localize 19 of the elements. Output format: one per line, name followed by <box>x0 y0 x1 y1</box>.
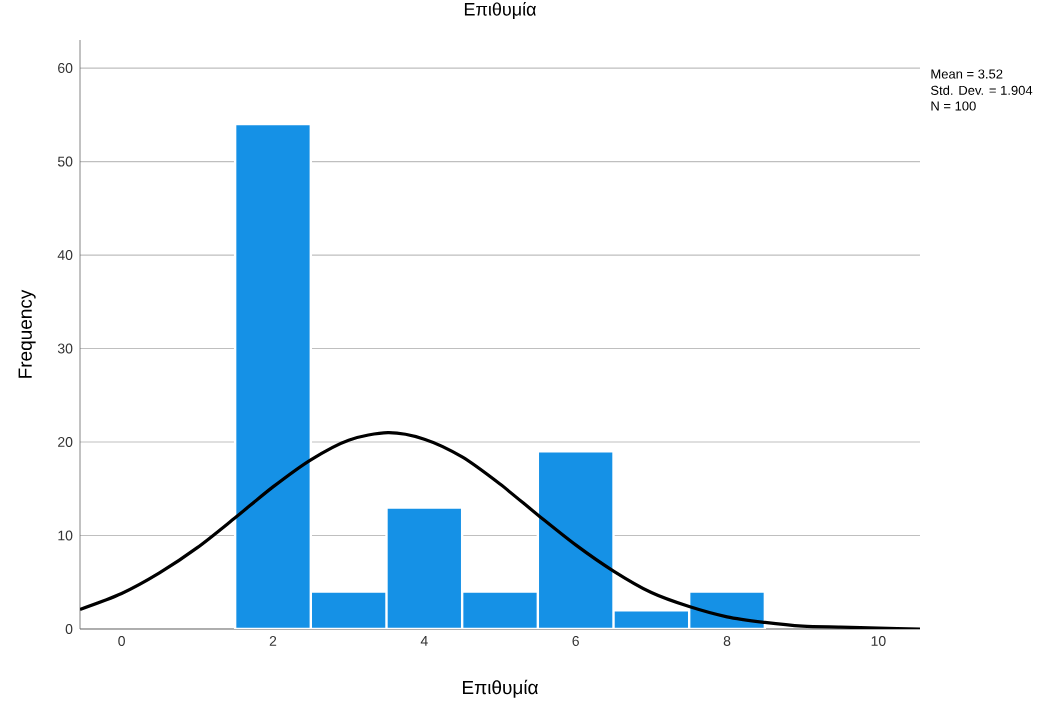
y-tick-label: 50 <box>57 156 73 167</box>
x-tick-label: 6 <box>572 636 579 646</box>
chart-title: Επιθυμία <box>464 1 536 19</box>
y-tick-label: 20 <box>58 437 73 447</box>
text: Mean = 3.52 <box>931 69 1003 79</box>
x-tick-label: 2 <box>269 636 277 646</box>
y-tick-label: 10 <box>58 530 73 541</box>
text: N = 100 <box>931 101 976 111</box>
x-tick-label: 10 <box>871 636 886 646</box>
y-tick-label: 30 <box>57 343 73 354</box>
y-tick-label: 40 <box>57 250 73 260</box>
x-axis-title: Επιθυμία <box>463 679 539 698</box>
y-axis-title: Frequency <box>18 289 36 378</box>
x-tick-label: 8 <box>723 636 731 646</box>
y-tick-label: 0 <box>65 624 73 634</box>
text: Std. Dev. = 1.904 <box>931 85 1033 95</box>
y-tick-label: 60 <box>58 63 73 73</box>
x-tick-label: 0 <box>118 636 125 646</box>
x-tick-label: 4 <box>420 636 428 646</box>
